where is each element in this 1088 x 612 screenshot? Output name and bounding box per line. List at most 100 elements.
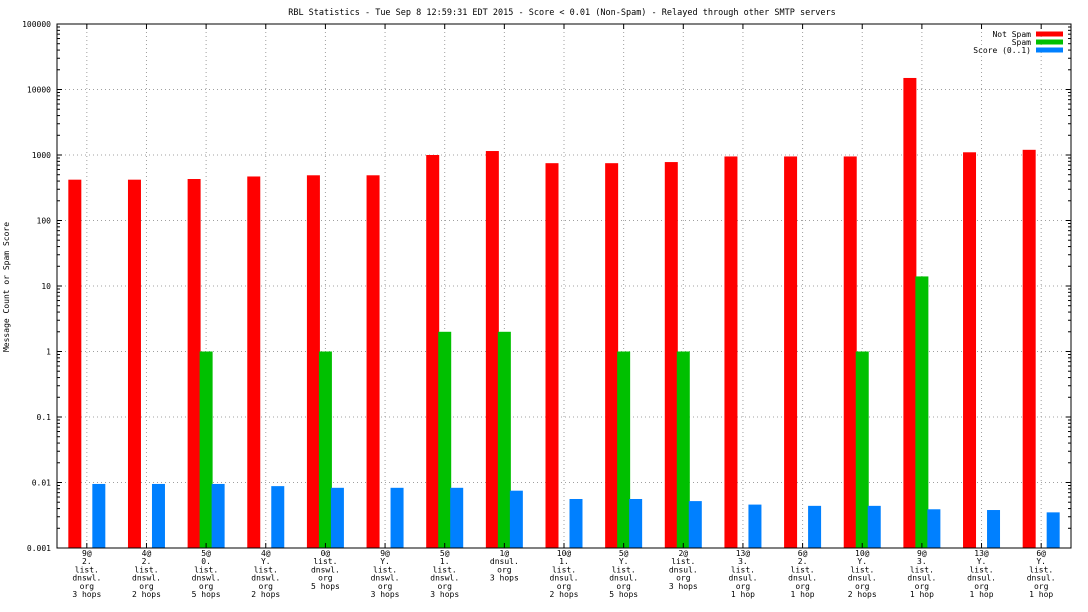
- x-tick-label: 10@: [557, 549, 572, 558]
- x-tick-label: dnswl.: [251, 574, 280, 583]
- x-tick-label: list.: [612, 565, 636, 574]
- y-tick-label: 0.1: [37, 413, 52, 422]
- x-tick-label: 5 hops: [311, 582, 340, 591]
- x-tick-label: 2 hops: [251, 590, 280, 599]
- bar-score-0-1: [569, 498, 583, 548]
- x-tick-label: 2 hops: [550, 590, 579, 599]
- x-tick-label: 2.: [82, 557, 92, 566]
- x-tick-label: dnsul.: [1027, 574, 1056, 583]
- bar-score-0-1: [629, 498, 643, 548]
- x-tick-label: dnsul.: [788, 574, 817, 583]
- bar-score-0-1: [1046, 512, 1060, 548]
- y-tick-label: 0.01: [32, 479, 51, 488]
- bar-spam: [438, 331, 452, 548]
- bar-score-0-1: [509, 490, 523, 548]
- x-tick-label: dnswl.: [311, 565, 340, 574]
- x-tick-label: Y.: [857, 557, 867, 566]
- x-tick-label: 9@: [380, 549, 390, 558]
- bar-not-spam: [843, 156, 857, 548]
- x-tick-label: 3.: [917, 557, 927, 566]
- bar-score-0-1: [867, 505, 881, 548]
- bar-not-spam: [903, 77, 917, 548]
- x-tick-label: 3 hops: [72, 590, 101, 599]
- bar-score-0-1: [927, 509, 941, 548]
- bar-score-0-1: [330, 487, 344, 548]
- bar-not-spam: [306, 175, 320, 548]
- x-tick-label: 1.: [559, 557, 569, 566]
- bar-spam: [855, 351, 869, 548]
- x-tick-label: 4@: [142, 549, 152, 558]
- x-tick-label: dnswl.: [371, 574, 400, 583]
- x-tick-label: org: [437, 582, 452, 591]
- x-tick-label: Y.: [619, 557, 629, 566]
- y-tick-label: 100: [37, 217, 52, 226]
- bar-not-spam: [784, 156, 798, 548]
- legend-swatch: [1036, 39, 1063, 45]
- x-tick-label: list.: [1029, 565, 1053, 574]
- y-tick-label: 0.001: [27, 544, 51, 553]
- x-tick-label: 2 hops: [132, 590, 161, 599]
- bar-not-spam: [1022, 149, 1036, 548]
- bar-spam: [676, 351, 690, 548]
- x-tick-label: dnswl.: [132, 574, 161, 583]
- x-tick-label: 4@: [261, 549, 271, 558]
- x-tick-label: list.: [373, 565, 397, 574]
- x-tick-label: list.: [731, 565, 755, 574]
- x-tick-label: 6@: [798, 549, 808, 558]
- x-tick-label: dnsul.: [490, 557, 519, 566]
- x-tick-label: dnswl.: [430, 574, 459, 583]
- x-tick-label: 1 hop: [731, 590, 755, 599]
- x-tick-label: org: [915, 582, 930, 591]
- bar-not-spam: [187, 179, 201, 548]
- bar-spam: [199, 351, 213, 548]
- x-tick-label: org: [80, 582, 95, 591]
- bar-spam: [915, 276, 929, 548]
- bar-not-spam: [664, 162, 678, 548]
- bars: [68, 77, 1060, 549]
- x-tick-label: dnsul.: [907, 574, 936, 583]
- legend-swatch: [1036, 47, 1063, 53]
- bar-spam: [497, 331, 511, 548]
- x-tick-label: dnsul.: [669, 565, 698, 574]
- x-tick-label: 1@: [500, 549, 510, 558]
- x-tick-label: dnsul.: [728, 574, 757, 583]
- x-tick-label: org: [974, 582, 989, 591]
- x-tick-label: 3 hops: [430, 590, 459, 599]
- x-tick-label: list.: [910, 565, 934, 574]
- bar-not-spam: [426, 155, 440, 548]
- x-tick-label: org: [139, 582, 154, 591]
- x-tick-label: 3.: [738, 557, 748, 566]
- bar-score-0-1: [151, 483, 165, 548]
- bar-not-spam: [724, 156, 738, 548]
- x-tick-label: 5 hops: [609, 590, 638, 599]
- x-tick-label: 6@: [1036, 549, 1046, 558]
- y-tick-label: 10: [41, 282, 51, 291]
- x-tick-label: list.: [671, 557, 695, 566]
- x-tick-label: dnsul.: [848, 574, 877, 583]
- x-tick-label: 3 hops: [669, 582, 698, 591]
- x-tick-label: list.: [552, 565, 576, 574]
- bar-spam: [318, 351, 332, 548]
- x-tick-label: 1 hop: [910, 590, 934, 599]
- bar-score-0-1: [271, 486, 285, 548]
- axes: 0.0010.010.11101001000100001000009@2.lis…: [22, 20, 1072, 599]
- x-tick-label: 0@: [321, 549, 331, 558]
- x-tick-label: list.: [75, 565, 99, 574]
- bar-not-spam: [68, 179, 82, 548]
- bar-not-spam: [247, 176, 261, 548]
- x-tick-label: 3 hops: [490, 574, 519, 583]
- x-tick-label: 3 hops: [371, 590, 400, 599]
- x-tick-label: org: [795, 582, 810, 591]
- x-tick-label: 1 hop: [969, 590, 993, 599]
- x-tick-label: 2.: [142, 557, 152, 566]
- bar-score-0-1: [390, 487, 404, 548]
- x-tick-label: org: [199, 582, 214, 591]
- bar-score-0-1: [211, 483, 225, 548]
- x-tick-label: 5@: [201, 549, 211, 558]
- x-tick-label: org: [616, 582, 631, 591]
- x-tick-label: 5@: [440, 549, 450, 558]
- bar-score-0-1: [92, 483, 106, 548]
- x-tick-label: Y.: [261, 557, 271, 566]
